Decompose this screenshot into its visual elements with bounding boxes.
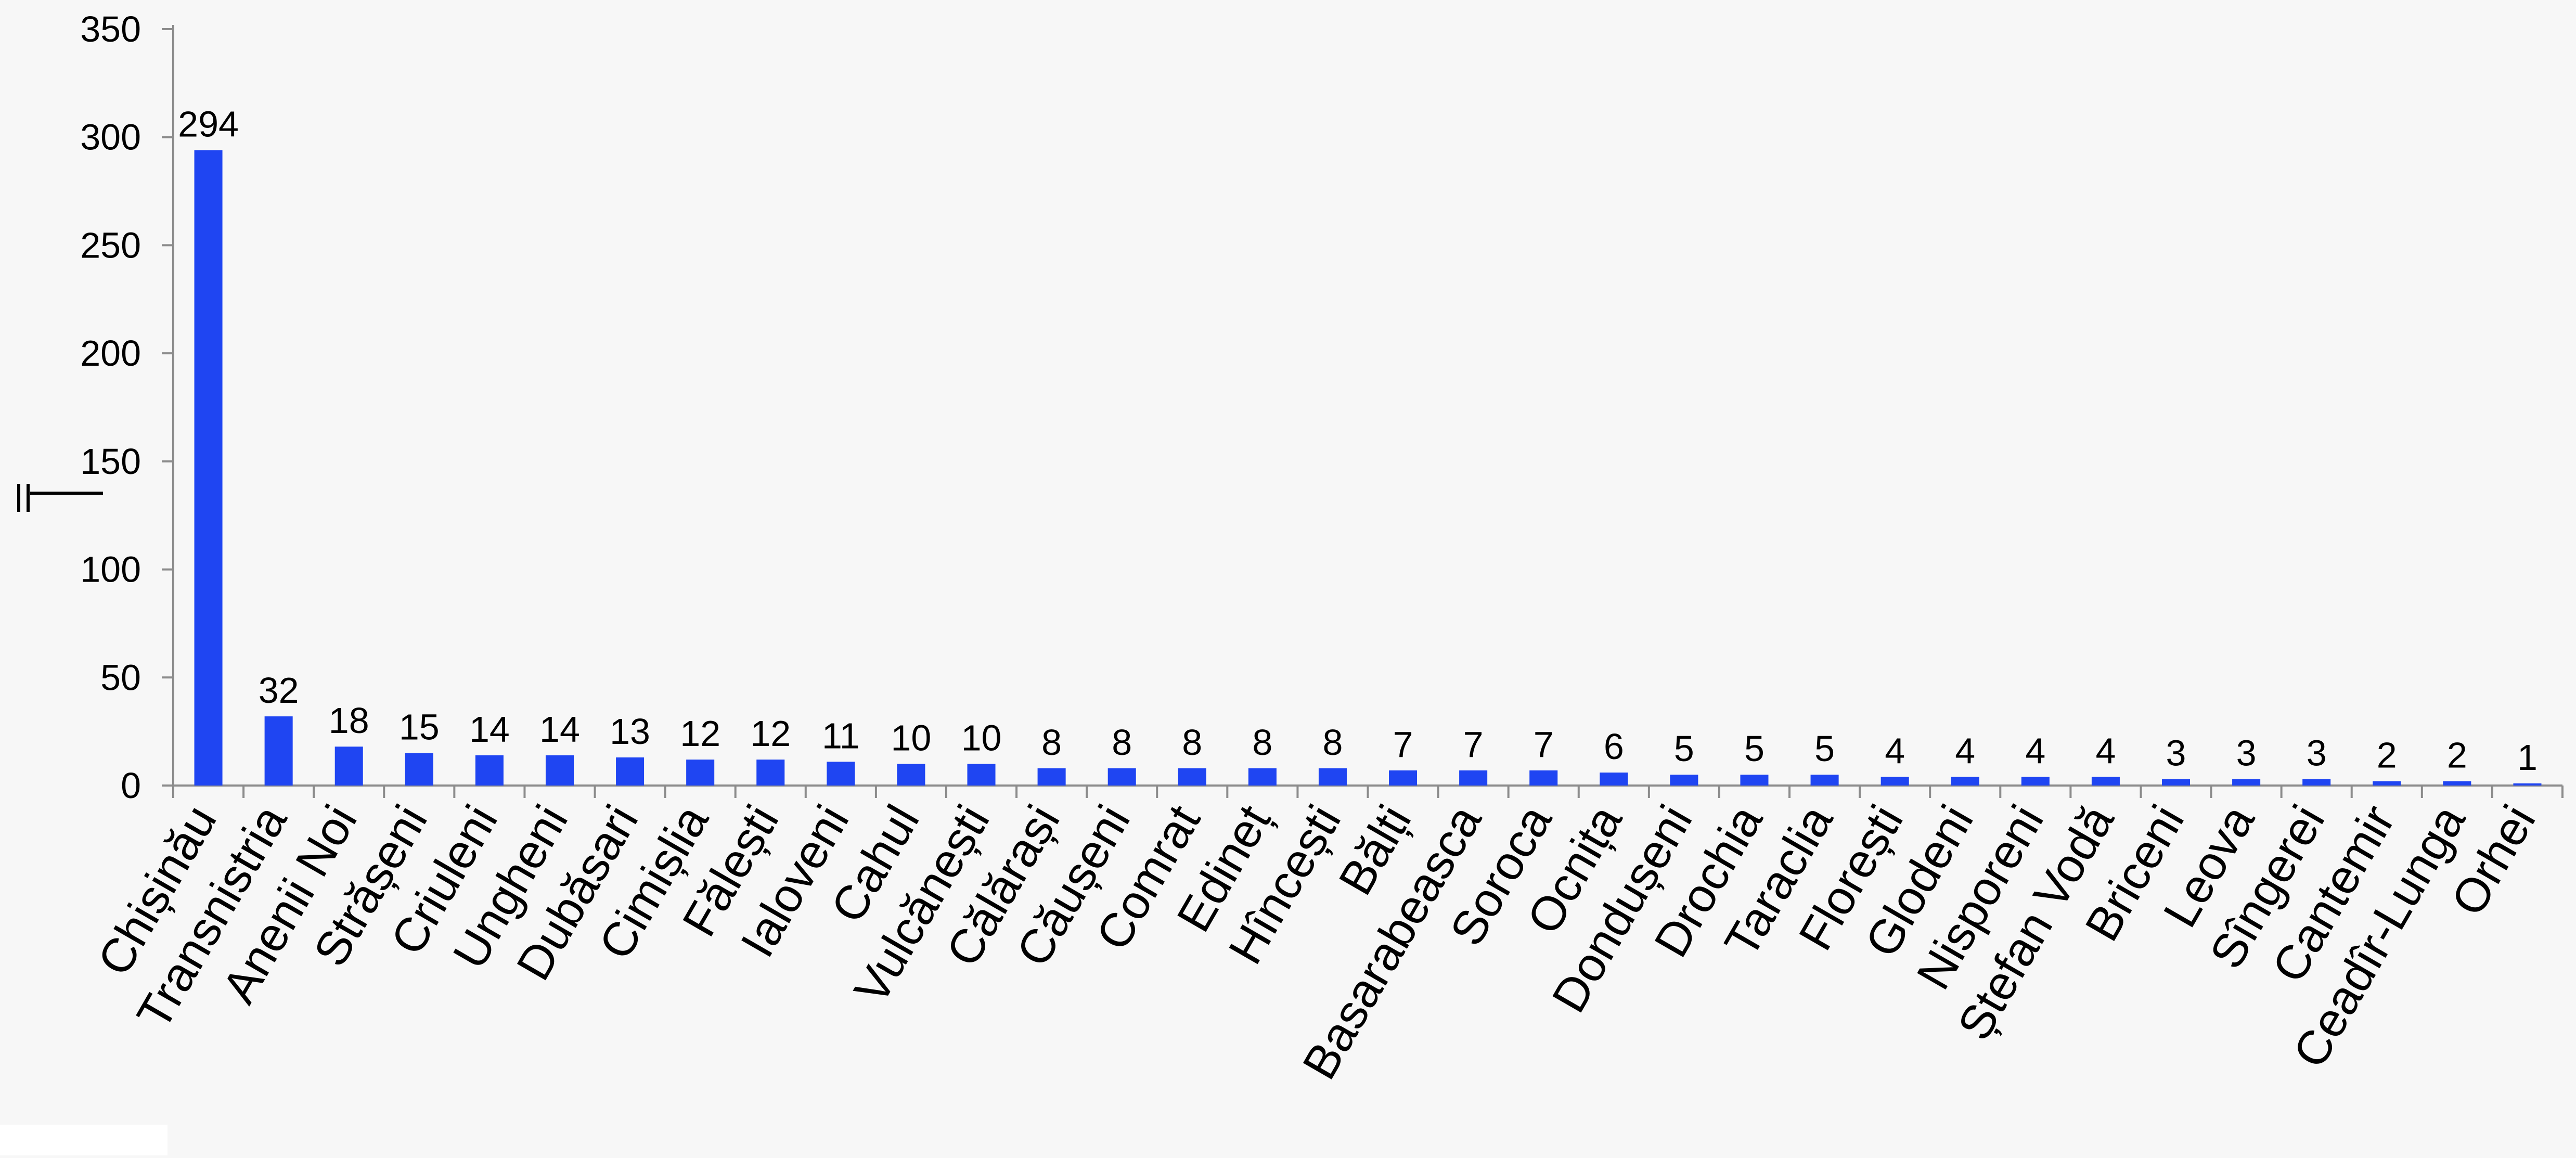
bar: [967, 764, 996, 786]
bar: [1389, 770, 1418, 786]
y-tick-label: 150: [80, 441, 141, 482]
bar: [334, 747, 363, 786]
bar: [616, 757, 645, 786]
blank-patch: [0, 1125, 168, 1155]
bar: [1318, 768, 1347, 786]
data-label: 2: [2447, 735, 2467, 776]
bar: [686, 760, 715, 786]
bar: [405, 753, 433, 786]
y-axis: 0 50 100 150 200 250 300 350: [80, 9, 174, 806]
y-tick-label: 0: [121, 765, 141, 806]
bar: [2021, 777, 2050, 786]
y-tick-label: 200: [80, 333, 141, 374]
data-label: 4: [2095, 730, 2116, 771]
data-label: 14: [469, 709, 510, 750]
bars: [194, 150, 2542, 786]
bar: [194, 150, 223, 786]
data-label: 32: [259, 670, 299, 711]
bar: [1459, 770, 1488, 786]
data-label: 10: [891, 717, 931, 758]
data-label: 3: [2236, 733, 2257, 774]
data-label: 8: [1252, 722, 1272, 763]
data-label: 13: [610, 711, 650, 752]
y-tick-label: 300: [80, 117, 141, 158]
bar: [2302, 779, 2331, 786]
data-label: 4: [2025, 730, 2045, 771]
data-label: 11: [822, 715, 860, 756]
y-tick-label: 50: [100, 657, 141, 698]
data-label: 8: [1182, 722, 1202, 763]
bar: [2443, 781, 2471, 786]
data-label: 12: [750, 713, 791, 754]
bar: [1107, 768, 1136, 786]
bar: [2513, 783, 2542, 786]
bar: [1529, 770, 1558, 786]
y-tick-label: 100: [80, 549, 141, 590]
bar: [1951, 777, 1979, 786]
data-label: 3: [2307, 733, 2327, 774]
data-label: 3: [2166, 733, 2186, 774]
data-label: 5: [1814, 728, 1835, 769]
data-label: 14: [539, 709, 580, 750]
bar: [1670, 775, 1698, 786]
bar: [475, 755, 504, 786]
y-tick-label: 350: [80, 9, 141, 49]
data-label: 7: [1393, 724, 1413, 765]
bar: [264, 716, 293, 786]
data-label: 2: [2377, 735, 2397, 776]
x-axis: [172, 784, 2564, 798]
bar: [1178, 768, 1206, 786]
bar: [897, 764, 925, 786]
data-label: 18: [329, 700, 369, 741]
y-axis-title-mark: [17, 484, 103, 512]
bar: [545, 755, 574, 786]
bar: [1248, 768, 1277, 786]
bar: [2232, 779, 2261, 786]
data-label: 5: [1744, 728, 1764, 769]
bar: [1810, 775, 1839, 786]
data-label: 294: [178, 104, 239, 145]
data-label: 12: [680, 713, 720, 754]
data-label: 15: [399, 707, 440, 748]
bar: [1881, 777, 1909, 786]
y-tick-label: 250: [80, 225, 141, 265]
bar: [2091, 777, 2120, 786]
data-label: 7: [1534, 724, 1554, 765]
bar: [2161, 779, 2191, 786]
data-label: 1: [2517, 737, 2538, 778]
data-label: 6: [1604, 726, 1624, 767]
data-label: 8: [1322, 722, 1343, 763]
bar: [756, 760, 785, 786]
data-label: 5: [1674, 728, 1694, 769]
data-label: 7: [1463, 724, 1484, 765]
bar: [1740, 775, 1769, 786]
bar: [1600, 773, 1628, 786]
bar: [1037, 768, 1066, 786]
data-label: 8: [1041, 722, 1062, 763]
data-label: 4: [1955, 730, 1975, 771]
bar: [2373, 781, 2401, 786]
data-label: 4: [1885, 730, 1905, 771]
bar: [827, 762, 855, 786]
data-label: 8: [1112, 722, 1132, 763]
data-label: 10: [961, 717, 1002, 758]
